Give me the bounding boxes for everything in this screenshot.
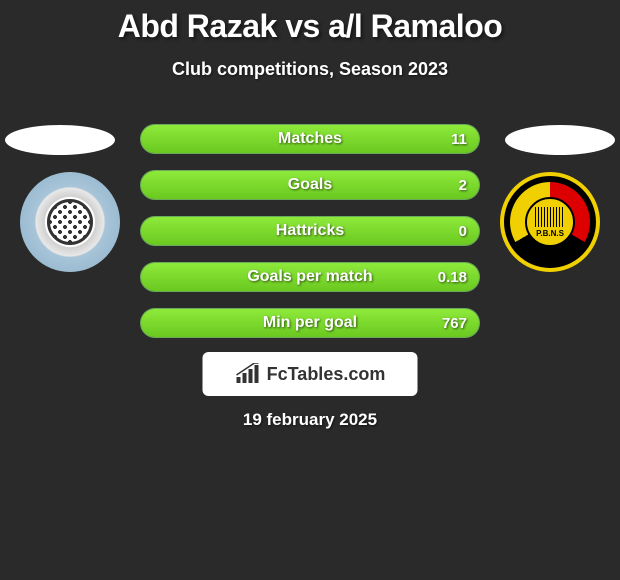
stat-label: Min per goal [263,314,357,332]
stat-row-matches: Matches 11 [140,124,480,154]
right-ellipse-decor [505,125,615,155]
left-team-crest [20,172,120,272]
stat-row-min-per-goal: Min per goal 767 [140,308,480,338]
left-ellipse-decor [5,125,115,155]
right-team-crest: P.B.N.S [500,172,600,272]
bar-chart-icon [235,363,261,385]
stat-value: 0.18 [438,269,467,286]
stat-label: Goals per match [247,268,372,286]
date-text: 19 february 2025 [0,410,620,430]
stat-value: 2 [459,177,467,194]
stat-label: Hattricks [276,222,344,240]
stat-label: Matches [278,130,342,148]
logo-text: FcTables.com [267,364,386,385]
stat-value: 767 [442,315,467,332]
stats-container: Matches 11 Goals 2 Hattricks 0 Goals per… [140,124,480,354]
comparison-title: Abd Razak vs a/l Ramaloo [0,0,620,45]
crest-text: P.B.N.S [536,229,564,238]
stat-row-goals-per-match: Goals per match 0.18 [140,262,480,292]
stat-value: 0 [459,223,467,240]
stat-value: 11 [451,131,467,148]
stat-row-hattricks: Hattricks 0 [140,216,480,246]
subtitle: Club competitions, Season 2023 [0,59,620,80]
fctables-logo-box: FcTables.com [203,352,418,396]
stat-row-goals: Goals 2 [140,170,480,200]
stat-label: Goals [288,176,332,194]
crest-center: P.B.N.S [525,197,575,247]
crest-inner: P.B.N.S [510,182,590,262]
